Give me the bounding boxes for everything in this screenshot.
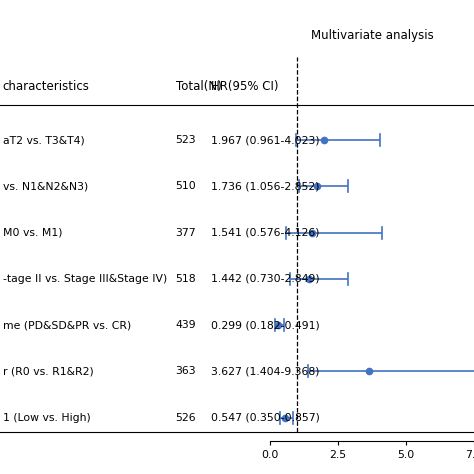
Text: 510: 510 [175, 182, 196, 191]
Text: Multivariate analysis: Multivariate analysis [311, 28, 433, 42]
Text: 526: 526 [175, 413, 196, 423]
Text: 523: 523 [175, 135, 196, 145]
Text: 1.967 (0.961-4.023): 1.967 (0.961-4.023) [211, 135, 319, 145]
Text: 377: 377 [175, 228, 196, 237]
Text: me (PD&SD&PR vs. CR): me (PD&SD&PR vs. CR) [3, 320, 131, 330]
Text: M0 vs. M1): M0 vs. M1) [3, 228, 62, 237]
Text: -tage II vs. Stage III&Stage IV): -tage II vs. Stage III&Stage IV) [3, 274, 167, 284]
Text: 0.299 (0.182-0.491): 0.299 (0.182-0.491) [211, 320, 319, 330]
Text: 1.442 (0.730-2.849): 1.442 (0.730-2.849) [211, 274, 319, 284]
Text: 1 (Low vs. High): 1 (Low vs. High) [3, 413, 91, 423]
Text: 3.627 (1.404-9.368): 3.627 (1.404-9.368) [211, 366, 319, 376]
Text: aT2 vs. T3&T4): aT2 vs. T3&T4) [3, 135, 84, 145]
Text: HR(95% CI): HR(95% CI) [211, 81, 278, 93]
Text: 363: 363 [175, 366, 196, 376]
Text: characteristics: characteristics [3, 81, 90, 93]
Text: 518: 518 [175, 274, 196, 284]
Text: 1.736 (1.056-2.852): 1.736 (1.056-2.852) [211, 182, 319, 191]
Text: 0.547 (0.350-0.857): 0.547 (0.350-0.857) [211, 413, 319, 423]
Text: 439: 439 [175, 320, 196, 330]
Text: Total(N): Total(N) [175, 81, 221, 93]
Text: 1.541 (0.576-4.126): 1.541 (0.576-4.126) [211, 228, 319, 237]
Text: vs. N1&N2&N3): vs. N1&N2&N3) [3, 182, 88, 191]
Text: r (R0 vs. R1&R2): r (R0 vs. R1&R2) [3, 366, 93, 376]
